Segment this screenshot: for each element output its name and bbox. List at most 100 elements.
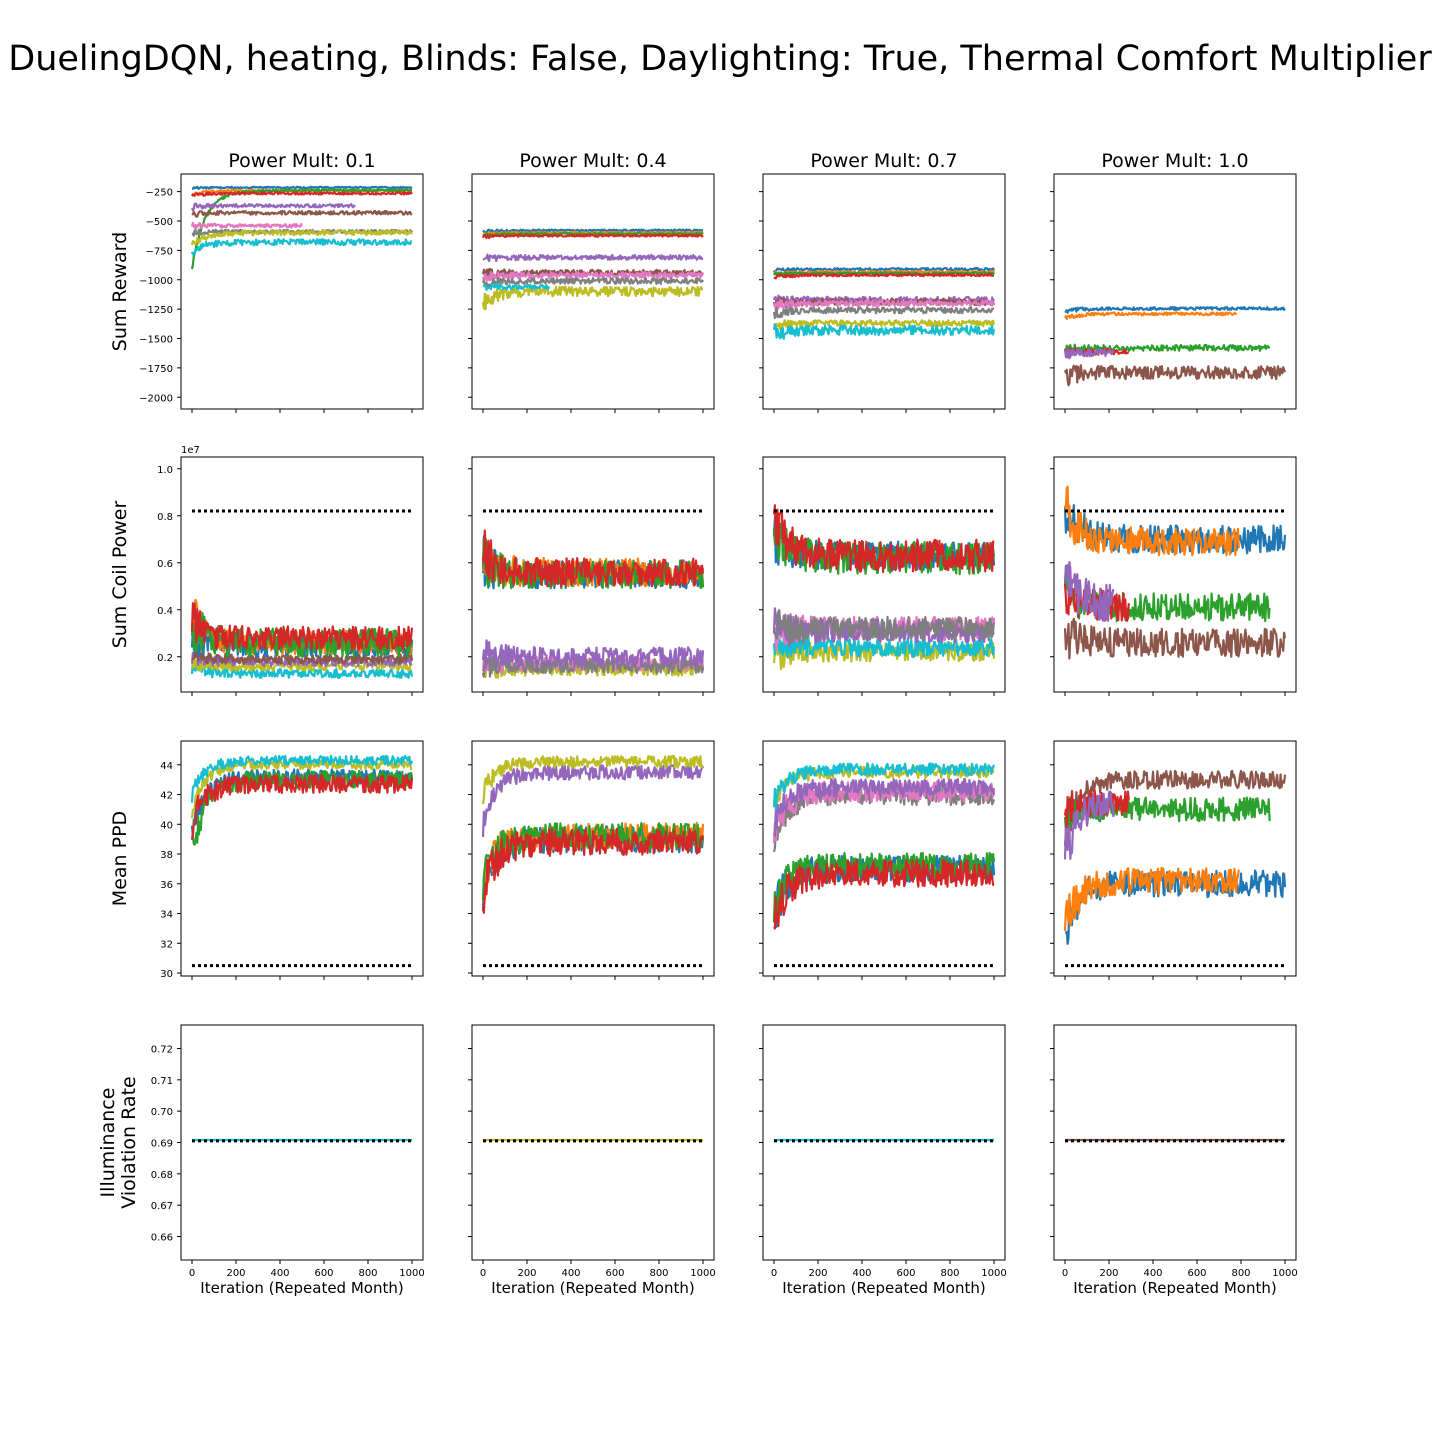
series-line <box>772 627 996 658</box>
subplot-grid: Sum Reward Power Mult: 0.1 −250 −500 −750 −10… <box>97 150 1298 1297</box>
x-tick-label: 200 <box>517 1268 536 1279</box>
series-line <box>772 323 996 340</box>
x-tick-label: 200 <box>1099 1268 1118 1279</box>
series-group <box>772 504 996 671</box>
x-tick-label: 800 <box>649 1268 668 1279</box>
series-line <box>1063 560 1115 623</box>
y-tick-label: −500 <box>146 217 173 228</box>
axes-frame <box>762 456 1006 693</box>
x-tick-label: 800 <box>358 1268 377 1279</box>
series-line <box>1063 790 1115 860</box>
y-tick-label: −1500 <box>139 335 173 346</box>
axes-frame <box>180 740 424 977</box>
y-axis-label: IlluminanceViolation Rate <box>97 1076 140 1208</box>
series-line <box>1063 485 1240 557</box>
subplot-title: Power Mult: 0.1 <box>228 150 375 172</box>
subplot-title: Power Mult: 0.7 <box>810 150 957 172</box>
series-line <box>772 609 996 643</box>
series-line <box>772 306 995 319</box>
series-group <box>190 185 413 270</box>
x-axis-label: Iteration (Repeated Month) <box>491 1279 694 1297</box>
x-tick-label: 800 <box>940 1268 959 1279</box>
x-tick-label: 600 <box>314 1268 333 1279</box>
x-tick-label: 400 <box>852 1268 871 1279</box>
axes-frame <box>762 740 1006 977</box>
series-line <box>772 777 996 838</box>
series-group <box>1063 306 1287 387</box>
series-line <box>1064 311 1238 321</box>
y-axis-label-line: Illuminance <box>97 1088 119 1198</box>
series-line <box>481 639 705 670</box>
series-line <box>773 272 995 280</box>
x-tick-label: 800 <box>1231 1268 1250 1279</box>
axes-frame <box>1053 456 1297 693</box>
series-line <box>190 602 414 651</box>
series-line <box>190 221 303 230</box>
y-tick-label: 44 <box>160 761 173 772</box>
subplot-title: Power Mult: 1.0 <box>1101 150 1248 172</box>
y-offset-label: 1e7 <box>181 445 200 456</box>
axes-frame <box>180 456 424 693</box>
series-group <box>772 762 996 930</box>
x-axis-label: Iteration (Repeated Month) <box>1073 1279 1276 1297</box>
y-tick-label: 0.2 <box>157 653 173 664</box>
series-line <box>190 754 414 803</box>
y-tick-label: 34 <box>160 910 173 921</box>
subplot <box>468 456 715 696</box>
series-line <box>773 299 995 312</box>
y-axis-label: Mean PPD <box>109 811 131 906</box>
series-line <box>481 529 705 588</box>
axes-frame <box>180 173 424 410</box>
x-tick-label: 600 <box>605 1268 624 1279</box>
axes-frame <box>471 740 715 977</box>
x-tick-label: 400 <box>270 1268 289 1279</box>
y-tick-label: −1000 <box>139 276 173 287</box>
y-tick-label: 42 <box>160 791 173 802</box>
y-tick-label: 38 <box>160 850 173 861</box>
series-line <box>481 754 704 805</box>
y-tick-label: 0.8 <box>157 512 173 523</box>
series-group <box>1063 485 1287 660</box>
y-tick-label: −250 <box>146 188 173 199</box>
y-tick-label: 0.4 <box>157 606 173 617</box>
series-line <box>481 276 704 288</box>
axes-frame <box>471 173 715 410</box>
series-line <box>1063 348 1115 360</box>
subplot <box>1050 740 1297 980</box>
x-tick-label: 0 <box>189 1268 195 1279</box>
subplot: 30 32 34 36 38 40 42 44 <box>160 740 424 980</box>
series-line <box>773 319 996 330</box>
series-line <box>190 774 414 841</box>
series-group <box>481 228 705 311</box>
series-line <box>1063 769 1287 846</box>
subplot <box>1050 456 1297 696</box>
x-axis-label: Iteration (Repeated Month) <box>200 1279 403 1297</box>
series-line <box>190 229 413 246</box>
series-group <box>481 754 705 914</box>
x-tick-label: 0 <box>1062 1268 1068 1279</box>
series-line <box>772 762 996 811</box>
y-axis-label: Sum Reward <box>109 232 131 351</box>
series-group <box>772 266 996 340</box>
subplot: Power Mult: 0.4 <box>468 150 715 413</box>
subplot: Power Mult: 0.1 −250 −500 −750 −1000 −1250 −15… <box>139 150 424 413</box>
subplot <box>759 740 1006 980</box>
series-line <box>190 202 356 212</box>
y-tick-label: 0.70 <box>151 1107 173 1118</box>
subplot-title: Power Mult: 0.4 <box>519 150 666 172</box>
series-line <box>1064 346 1130 359</box>
y-tick-label: 40 <box>160 820 173 831</box>
series-line <box>1063 796 1271 832</box>
y-tick-label: 0.6 <box>157 559 173 570</box>
series-line <box>773 269 995 276</box>
axes-frame <box>1053 740 1297 977</box>
series-line <box>1063 617 1287 660</box>
series-group <box>190 598 414 680</box>
series-line <box>190 659 414 680</box>
y-tick-label: 1.0 <box>157 465 173 476</box>
y-tick-label: 0.67 <box>151 1201 173 1212</box>
series-line <box>190 238 413 256</box>
